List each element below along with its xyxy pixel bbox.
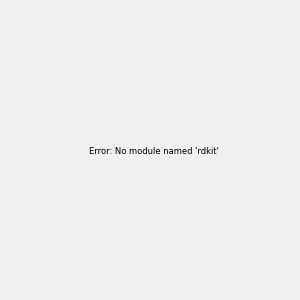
Text: Error: No module named 'rdkit': Error: No module named 'rdkit' xyxy=(89,147,219,156)
